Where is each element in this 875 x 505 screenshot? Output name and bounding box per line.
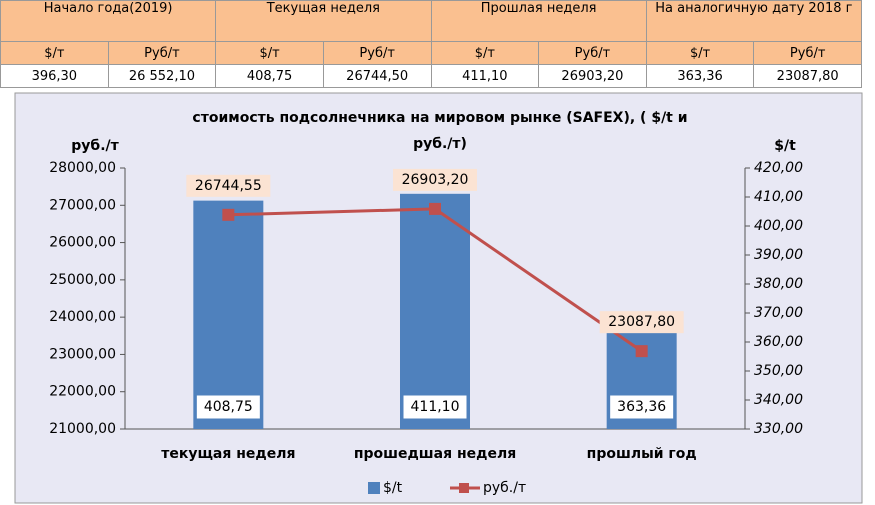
price-table: Начало года(2019) Текущая неделя Прошлая… — [0, 0, 863, 88]
y-tick-label: 27000,00 — [49, 197, 116, 213]
y-tick-label: 26000,00 — [49, 235, 116, 251]
cell: 26744,50 — [322, 64, 432, 88]
y-tick-label: 25000,00 — [49, 272, 116, 288]
value-label-box — [393, 168, 477, 191]
x-tick-label: текущая неделя — [161, 446, 295, 462]
y2-tick-label: 350,00 — [754, 363, 803, 379]
value-label: 26903,20 — [402, 172, 469, 188]
cell: 23087,80 — [753, 64, 862, 88]
value-label: 26744,55 — [195, 178, 262, 194]
cell: $/т — [0, 41, 109, 65]
bar — [193, 200, 264, 429]
y-tick-label: 21000,00 — [49, 421, 116, 437]
cell: Руб/т — [107, 41, 217, 65]
group-header: Начало года(2019) — [0, 0, 217, 42]
value-row: 396,30 26 552,10 408,75 26744,50 411,10 26903… — [0, 64, 862, 88]
cell: $/т — [430, 41, 540, 65]
value-label: 408,75 — [204, 399, 253, 415]
y2-tick-label: 340,00 — [754, 392, 803, 408]
value-label: 411,10 — [411, 399, 460, 415]
y-tick-label: 23000,00 — [49, 346, 116, 362]
y2-tick-label: 380,00 — [754, 276, 803, 292]
chart-title: стоимость подсолнечника на мировом рынке… — [192, 110, 687, 152]
y2-tick-label: 390,00 — [754, 247, 803, 263]
cell: Руб/т — [753, 41, 862, 65]
legend-label: $/t — [383, 480, 403, 496]
group-header: На аналогичную дату 2018 г — [645, 0, 863, 42]
legend-swatch — [368, 482, 380, 494]
cell: Руб/т — [322, 41, 432, 65]
y-tick-label: 22000,00 — [49, 384, 116, 400]
cell: 411,10 — [430, 64, 540, 88]
value-label-box — [195, 394, 261, 420]
cell: 26 552,10 — [107, 64, 217, 88]
unit-row: $/т Руб/т $/т Руб/т $/т Руб/т $/т Руб/т — [0, 41, 862, 65]
y2-tick-label: 370,00 — [754, 305, 803, 321]
value-label: 363,36 — [617, 399, 666, 415]
x-tick-label: прошлый год — [587, 446, 697, 462]
y2-tick-label: 410,00 — [754, 189, 803, 205]
y2-tick-label: 400,00 — [754, 218, 803, 234]
legend-swatch — [459, 483, 469, 493]
line-marker — [635, 345, 648, 358]
group-row: Начало года(2019) Текущая неделя Прошлая… — [0, 0, 863, 42]
cell: $/т — [645, 41, 755, 65]
y2-axis-label: $/t — [774, 138, 796, 154]
value-label-box — [402, 394, 468, 420]
value-label-box — [599, 311, 684, 334]
y2-tick-label: 360,00 — [754, 334, 803, 350]
line-marker — [429, 202, 441, 215]
value-label-box — [186, 174, 271, 197]
bar — [400, 193, 470, 429]
value-label-box — [609, 394, 675, 420]
y2-tick-label: 420,00 — [754, 160, 803, 176]
cell: 408,75 — [215, 64, 324, 88]
cell: 26903,20 — [538, 64, 647, 88]
value-label: 23087,80 — [608, 314, 675, 330]
y-tick-label: 28000,00 — [49, 160, 116, 176]
line-marker — [222, 208, 235, 221]
legend-label: руб./т — [483, 480, 526, 496]
y-tick-label: 24000,00 — [49, 309, 116, 325]
cell: 396,30 — [0, 64, 109, 88]
y-axis-label: руб./т — [71, 138, 119, 154]
x-tick-label: прошедшая неделя — [354, 446, 516, 462]
y2-tick-label: 330,00 — [754, 421, 803, 437]
cell: $/т — [215, 41, 324, 65]
